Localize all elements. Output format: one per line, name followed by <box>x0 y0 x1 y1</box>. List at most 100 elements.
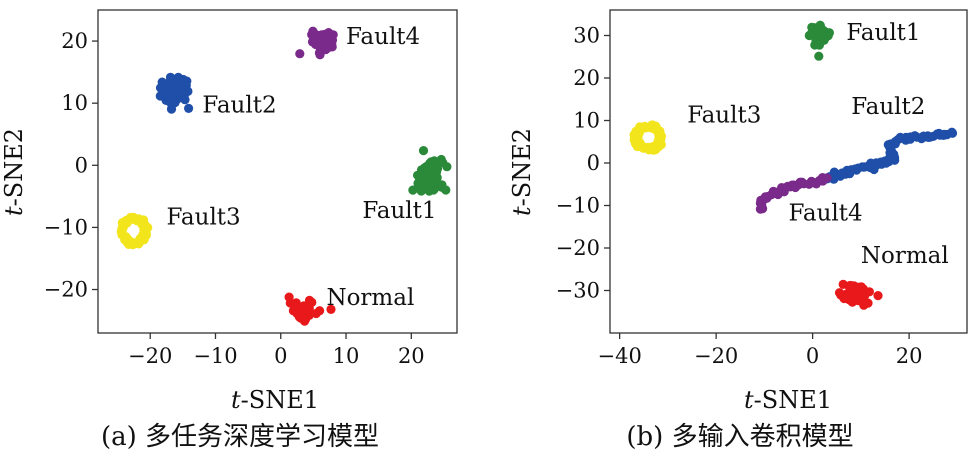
series-fault3 <box>629 120 667 155</box>
scatter-point <box>415 175 425 185</box>
y-tick-label: −10 <box>556 194 600 218</box>
scatter-point <box>804 30 814 41</box>
y-axis-label: t-SNE2 <box>508 128 536 216</box>
x-tick-label: 0 <box>274 344 287 368</box>
scatter-point <box>653 126 663 136</box>
x-tick-label: 0 <box>806 344 819 368</box>
y-tick-label: −20 <box>556 236 600 260</box>
x-axis-label-italic: t <box>744 386 754 414</box>
x-tick-label: −20 <box>694 344 738 368</box>
scatter-point <box>416 165 427 175</box>
cluster-label-fault3: Fault3 <box>687 103 761 129</box>
y-tick-label: 0 <box>75 153 88 177</box>
y-axis-label-text: -SNE2 <box>0 128 28 206</box>
cluster-label-fault1: Fault1 <box>362 198 436 224</box>
scatter-point <box>121 232 131 242</box>
scatter-point <box>170 89 180 99</box>
scatter-point <box>168 98 178 108</box>
series-fault1 <box>804 20 835 61</box>
y-tick-label: 20 <box>61 29 88 53</box>
panel-caption: (b) 多输入卷积模型 <box>626 422 853 452</box>
cluster-label-fault3: Fault3 <box>167 204 241 230</box>
series-fault3 <box>116 212 153 250</box>
scatter-point <box>810 40 820 50</box>
x-tick-label: 20 <box>398 344 425 368</box>
series-fault1 <box>408 146 452 196</box>
cluster-label-fault2: Fault2 <box>851 94 925 120</box>
x-tick-label: 10 <box>333 344 360 368</box>
scatter-point <box>643 143 653 153</box>
panel-caption: (a) 多任务深度学习模型 <box>101 422 379 452</box>
cluster-label-normal: Normal <box>861 243 949 269</box>
y-tick-label: −20 <box>44 278 88 302</box>
x-axis-label-text: -SNE1 <box>754 386 832 414</box>
scatter-point <box>408 185 418 195</box>
y-tick-label: 30 <box>573 24 600 48</box>
scatter-point <box>437 180 447 190</box>
scatter-point <box>284 292 294 302</box>
scatter-point <box>324 42 334 52</box>
scatter-point <box>163 84 173 94</box>
scatter-point <box>318 30 329 40</box>
x-tick-label: 20 <box>896 344 923 368</box>
scatter-point <box>182 76 192 86</box>
scatter-point <box>639 123 649 133</box>
plot-frame <box>609 9 968 334</box>
plot-frame <box>97 9 458 334</box>
scatter-point <box>424 186 434 196</box>
scatter-point <box>295 49 305 59</box>
x-tick-label: −10 <box>193 344 237 368</box>
scatter-point <box>139 234 149 244</box>
scatter-point <box>863 298 873 308</box>
cluster-label-fault4: Fault4 <box>346 24 420 50</box>
scatter-point <box>140 219 150 229</box>
x-axis-label-text: -SNE1 <box>241 386 319 414</box>
scatter-point <box>427 162 437 172</box>
y-axis-label-italic: t <box>508 206 536 216</box>
scatter-point <box>814 51 824 61</box>
x-axis-label: t-SNE1 <box>744 386 832 414</box>
cluster-label-normal: Normal <box>326 285 414 311</box>
x-axis-label-italic: t <box>231 386 241 414</box>
scatter-point <box>307 297 317 307</box>
scatter-point <box>423 173 434 183</box>
cluster-label-fault2: Fault2 <box>202 92 276 118</box>
y-tick-label: 20 <box>573 66 600 90</box>
cluster-label-fault1: Fault1 <box>846 20 920 46</box>
y-tick-label: −10 <box>44 215 88 239</box>
y-tick-label: 10 <box>61 91 88 115</box>
scatter-point <box>873 291 883 301</box>
scatter-point <box>647 120 657 130</box>
x-tick-label: −20 <box>128 344 172 368</box>
x-tick-label: −40 <box>597 344 641 368</box>
series-normal <box>834 279 883 310</box>
scatter-point <box>656 140 666 150</box>
scatter-point <box>822 173 832 183</box>
scatter-point <box>834 288 845 298</box>
series-fault4 <box>295 26 338 60</box>
scatter-point <box>824 28 835 38</box>
y-axis-label-italic: t <box>0 206 28 216</box>
scatter-point <box>860 291 870 301</box>
y-tick-label: 10 <box>573 109 600 133</box>
y-tick-label: 0 <box>587 151 600 175</box>
y-axis-label-text: -SNE2 <box>508 128 536 206</box>
series-fault2 <box>155 72 194 114</box>
series-fault4 <box>755 173 832 214</box>
scatter-point <box>311 308 321 319</box>
scatter-point <box>155 91 165 101</box>
scatter-point <box>175 81 185 91</box>
scatter-point <box>307 37 318 47</box>
y-tick-label: −30 <box>556 279 600 303</box>
series-fault2 <box>822 127 958 184</box>
panel-b-chart: −40 −20 0 20−30−20−100102030t-SNE1t-SNE2(b)… <box>508 9 968 452</box>
cluster-label-fault4: Fault4 <box>789 200 863 226</box>
scatter-point <box>315 45 326 55</box>
scatter-point <box>184 103 194 113</box>
scatter-point <box>165 72 176 82</box>
scatter-point <box>438 158 448 168</box>
scatter-point <box>629 130 639 140</box>
scatter-point <box>122 215 132 225</box>
